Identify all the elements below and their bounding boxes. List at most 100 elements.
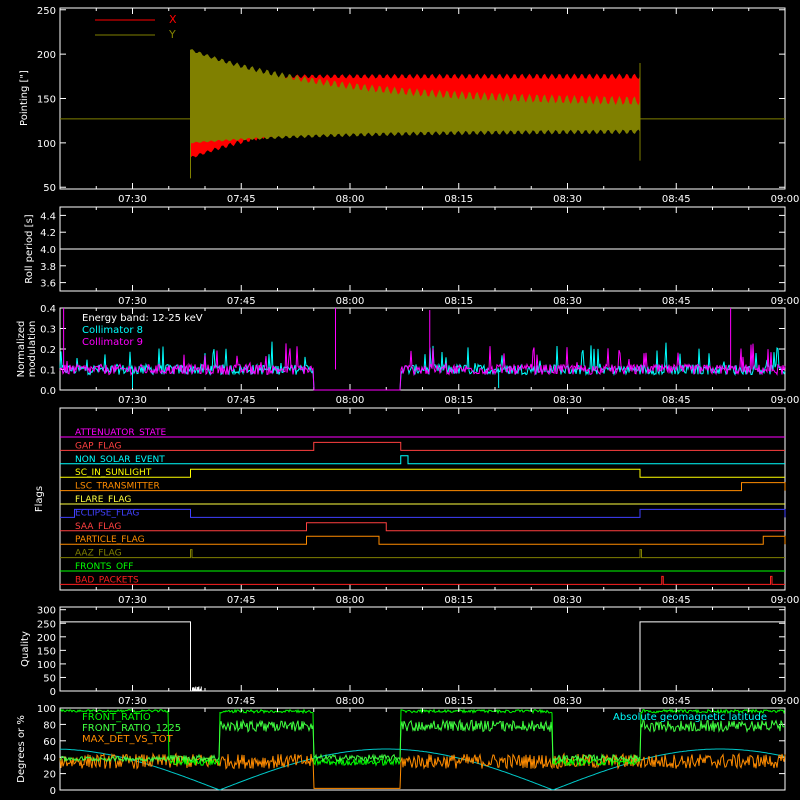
x-tick-label: 09:00 bbox=[771, 696, 800, 707]
flag-line bbox=[60, 535, 786, 545]
x-tick-label: 08:45 bbox=[662, 696, 691, 707]
x-tick-label: 07:45 bbox=[227, 194, 256, 205]
flag-label: NON_SOLAR_EVENT bbox=[75, 455, 165, 465]
x-tick-label: 07:30 bbox=[118, 296, 147, 307]
panel-modulation: Normalized modulation 0.0 0.1 0.2 0.3 0.4 07… bbox=[16, 304, 799, 406]
flag-line bbox=[60, 575, 785, 585]
x-tick-label: 09:00 bbox=[771, 296, 800, 307]
flag-label: BAD_PACKETS bbox=[75, 575, 139, 585]
data-series bbox=[60, 621, 785, 692]
x-tick-label: 07:45 bbox=[227, 395, 256, 406]
x-tick-label: 09:00 bbox=[771, 595, 800, 606]
flag-label: AAZ_FLAG bbox=[75, 549, 122, 559]
y-tick-label: 20 bbox=[43, 770, 56, 781]
legend: X Y bbox=[95, 13, 177, 41]
x-tick-label: 07:30 bbox=[118, 194, 147, 205]
panel-roll-period: Roll period [s] 3.6 3.8 4.0 4.2 4.4 07:30 07:… bbox=[24, 206, 800, 307]
flag-line bbox=[60, 549, 785, 559]
x-ticks: 07:30 07:45 08:00 08:15 08:30 08:45 09:00 bbox=[59, 207, 800, 307]
x-tick-label: 08:30 bbox=[553, 194, 582, 205]
flag-line bbox=[60, 468, 785, 478]
y-tick-label: 4.0 bbox=[40, 245, 56, 256]
y-tick-label: 100 bbox=[37, 704, 56, 715]
x-tick-label: 07:30 bbox=[118, 696, 147, 707]
y-tick-label: 4.2 bbox=[40, 228, 56, 239]
legend-entry-collimator-8: Collimator 8 bbox=[82, 325, 143, 336]
x-ticks: 07:30 07:45 08:00 08:15 08:30 08:45 09:00 bbox=[59, 607, 800, 707]
y-axis-label: Roll period [s] bbox=[24, 214, 35, 283]
legend-entry-y: Y bbox=[168, 28, 176, 41]
x-tick-label: 08:45 bbox=[662, 595, 691, 606]
x-tick-label: 08:30 bbox=[553, 696, 582, 707]
legend: Energy band: 12-25 keV Collimator 8 Coll… bbox=[82, 313, 203, 348]
y-tick-label: 0 bbox=[50, 687, 56, 698]
y-ticks: 0 20 40 60 80 100 bbox=[37, 704, 785, 797]
x-tick-label: 07:45 bbox=[227, 696, 256, 707]
legend-entry-collimator-9: Collimator 9 bbox=[82, 337, 143, 348]
series-y-band bbox=[190, 49, 640, 144]
y-tick-label: 0.4 bbox=[40, 304, 56, 315]
x-tick-label: 08:30 bbox=[553, 595, 582, 606]
x-tick-label: 08:15 bbox=[444, 395, 473, 406]
y-ticks: 0 50 100 150 200 250 300 bbox=[37, 606, 785, 698]
legend: FRONT_RATIO FRONT_RATIO_1225 MAX_DET_VS_… bbox=[82, 712, 767, 745]
x-tick-label: 08:15 bbox=[444, 296, 473, 307]
x-tick-label: 08:15 bbox=[444, 696, 473, 707]
flag-label: ECLIPSE_FLAG bbox=[75, 508, 139, 518]
y-tick-label: 60 bbox=[43, 737, 56, 748]
panel-quality: Quality 0 50 100 150 200 250 300 07:30 07:45 08:… bbox=[20, 606, 799, 707]
y-axis-label: Quality bbox=[20, 631, 31, 667]
y-tick-label: 0.0 bbox=[40, 386, 56, 397]
x-ticks: 07:30 07:45 08:00 08:15 08:30 08:45 09:00 bbox=[59, 308, 799, 406]
y-tick-label: 4.4 bbox=[40, 211, 56, 222]
legend-entry-front-ratio: FRONT_RATIO bbox=[82, 712, 151, 723]
flag-line bbox=[60, 522, 785, 532]
y-tick-label: 300 bbox=[37, 606, 56, 617]
flag-line bbox=[60, 482, 786, 492]
series-front-ratio-1225 bbox=[59, 718, 786, 764]
series-geomagnetic-latitude bbox=[59, 748, 785, 791]
panel-ratios: Degrees or % 0 20 40 60 80 100 FRONT_RATIO FR… bbox=[16, 704, 786, 797]
panel-pointing: Pointing ["] 50 100 150 200 250 07:30 07:45 08… bbox=[19, 6, 799, 205]
y-axis-label: Pointing ["] bbox=[19, 70, 30, 126]
plot-frame bbox=[59, 407, 786, 591]
y-tick-label: 40 bbox=[43, 753, 56, 764]
y-tick-label: 50 bbox=[43, 673, 56, 684]
x-tick-label: 08:00 bbox=[336, 395, 365, 406]
flag-label: LSC_TRANSMITTER bbox=[75, 482, 160, 492]
x-tick-label: 08:45 bbox=[662, 194, 691, 205]
quality-line bbox=[60, 621, 785, 692]
x-ticks: 07:30 07:45 08:00 08:15 08:30 08:45 09:00 bbox=[59, 408, 800, 606]
data-series bbox=[59, 708, 786, 791]
y-tick-label: 0.1 bbox=[40, 366, 56, 377]
y-tick-label: 3.6 bbox=[40, 279, 56, 290]
legend-entry-max-det: MAX_DET_VS_TOT bbox=[82, 734, 174, 745]
x-tick-label: 08:00 bbox=[336, 194, 365, 205]
panel-flags: Flags 07:30 07:45 08:00 08:15 08:30 08:45 09:0… bbox=[34, 407, 800, 606]
y-tick-label: 3.8 bbox=[40, 262, 56, 273]
flag-label: SC_IN_SUNLIGHT bbox=[75, 468, 152, 478]
flag-label: PARTICLE_FLAG bbox=[75, 535, 145, 545]
x-tick-label: 08:30 bbox=[553, 395, 582, 406]
x-tick-label: 07:45 bbox=[227, 296, 256, 307]
y-ticks: 50 100 150 200 250 bbox=[37, 6, 785, 194]
y-tick-label: 200 bbox=[37, 50, 56, 61]
x-tick-label: 08:15 bbox=[444, 194, 473, 205]
y-tick-label: 150 bbox=[37, 95, 56, 106]
flag-line bbox=[60, 455, 785, 465]
y-tick-label: 250 bbox=[37, 619, 56, 630]
flag-lines: ATTENUATOR_STATE GAP_FLAG NON_SOLAR_EVENT S… bbox=[60, 428, 786, 585]
y-axis-label: Flags bbox=[34, 486, 45, 512]
flag-line bbox=[60, 441, 785, 451]
flag-label: GAP_FLAG bbox=[75, 441, 121, 451]
x-tick-label: 07:30 bbox=[118, 395, 147, 406]
y-tick-label: 0 bbox=[50, 786, 56, 797]
y-tick-label: 200 bbox=[37, 633, 56, 644]
flag-label: FRONTS_OFF bbox=[75, 562, 133, 572]
y-axis-label-line-2: modulation bbox=[27, 321, 38, 378]
x-ticks: 07:30 07:45 08:00 08:15 08:30 08:45 09:00 bbox=[59, 8, 799, 205]
data-series bbox=[59, 308, 786, 391]
x-tick-label: 08:00 bbox=[336, 296, 365, 307]
x-tick-label: 08:45 bbox=[662, 395, 691, 406]
legend-entry-front-ratio-1225: FRONT_RATIO_1225 bbox=[82, 723, 181, 734]
